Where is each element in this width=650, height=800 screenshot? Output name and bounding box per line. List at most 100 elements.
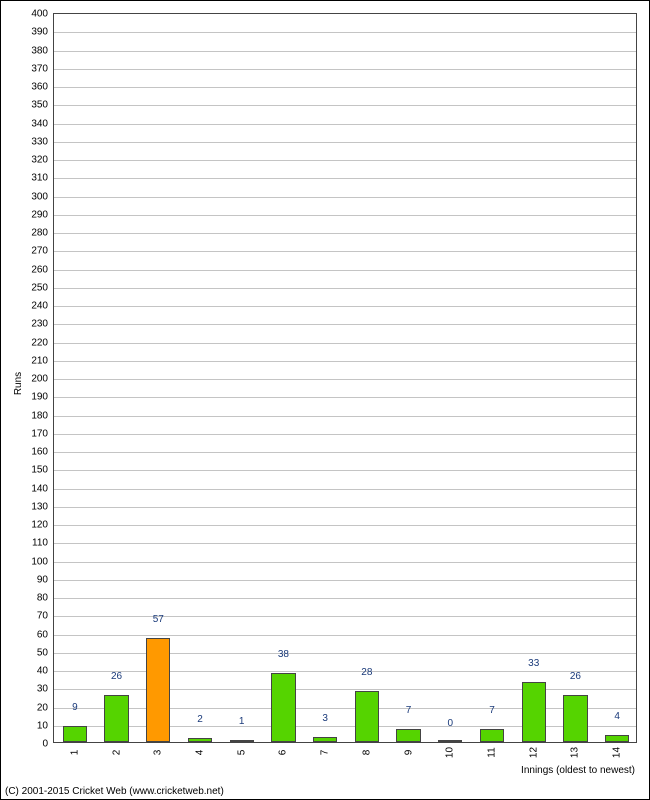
y-tick-label: 290 (31, 209, 48, 220)
x-tick-label: 6 (278, 750, 289, 756)
bar (605, 735, 629, 742)
grid-line (54, 32, 636, 33)
y-tick-label: 170 (31, 428, 48, 439)
x-tick-label: 12 (528, 747, 539, 758)
bar-value-label: 9 (72, 702, 78, 713)
grid-line (54, 142, 636, 143)
bar-value-label: 38 (278, 649, 289, 660)
y-tick-label: 260 (31, 264, 48, 275)
y-tick-label: 240 (31, 301, 48, 312)
x-tick-label: 10 (445, 747, 456, 758)
x-axis-label: Innings (oldest to newest) (521, 765, 635, 776)
y-tick-label: 340 (31, 118, 48, 129)
y-tick-label: 400 (31, 9, 48, 20)
grid-line (54, 306, 636, 307)
grid-line (54, 124, 636, 125)
bar (355, 691, 379, 742)
plot-area: 0102030405060708090100110120130140150160… (53, 13, 637, 743)
bar-value-label: 2 (197, 714, 203, 725)
grid-line (54, 251, 636, 252)
grid-line (54, 470, 636, 471)
x-tick-label: 11 (487, 747, 498, 757)
bar-value-label: 33 (528, 658, 539, 669)
y-tick-label: 270 (31, 246, 48, 257)
grid-line (54, 160, 636, 161)
grid-line (54, 416, 636, 417)
x-tick-label: 1 (69, 750, 80, 756)
y-tick-label: 100 (31, 556, 48, 567)
y-tick-label: 230 (31, 319, 48, 330)
bar (313, 737, 337, 742)
x-tick-label: 13 (570, 747, 581, 758)
y-tick-label: 160 (31, 447, 48, 458)
grid-line (54, 270, 636, 271)
bar (438, 740, 462, 742)
bar (63, 726, 87, 742)
x-tick-label: 9 (403, 750, 414, 756)
x-tick-label: 7 (320, 750, 331, 756)
y-tick-label: 390 (31, 27, 48, 38)
grid-line (54, 525, 636, 526)
y-tick-label: 140 (31, 483, 48, 494)
bar-value-label: 1 (239, 716, 245, 727)
bar-value-label: 7 (489, 705, 495, 716)
bar (271, 673, 295, 742)
y-tick-label: 90 (37, 574, 48, 585)
bar-value-label: 0 (448, 718, 454, 729)
grid-line (54, 580, 636, 581)
x-tick-label: 4 (195, 750, 206, 756)
y-tick-label: 120 (31, 520, 48, 531)
y-tick-label: 210 (31, 355, 48, 366)
grid-line (54, 489, 636, 490)
grid-line (54, 653, 636, 654)
y-tick-label: 150 (31, 465, 48, 476)
y-tick-label: 30 (37, 684, 48, 695)
y-tick-label: 10 (37, 720, 48, 731)
bar (230, 740, 254, 742)
y-tick-label: 300 (31, 191, 48, 202)
grid-line (54, 51, 636, 52)
y-tick-label: 220 (31, 337, 48, 348)
bar-value-label: 4 (614, 711, 620, 722)
x-tick-label: 2 (111, 750, 122, 756)
y-tick-label: 380 (31, 45, 48, 56)
bar (480, 729, 504, 742)
y-tick-label: 320 (31, 155, 48, 166)
bar (146, 638, 170, 742)
y-tick-label: 310 (31, 173, 48, 184)
bar-value-label: 26 (570, 671, 581, 682)
x-tick-label: 5 (236, 750, 247, 756)
grid-line (54, 434, 636, 435)
chart-frame: 0102030405060708090100110120130140150160… (0, 0, 650, 800)
y-tick-label: 200 (31, 374, 48, 385)
x-tick-label: 14 (612, 747, 623, 758)
y-tick-label: 70 (37, 611, 48, 622)
grid-line (54, 233, 636, 234)
y-tick-label: 360 (31, 82, 48, 93)
grid-line (54, 197, 636, 198)
x-tick-label: 8 (361, 750, 372, 756)
y-tick-label: 280 (31, 228, 48, 239)
grid-line (54, 87, 636, 88)
bar-value-label: 7 (406, 705, 412, 716)
grid-line (54, 689, 636, 690)
y-tick-label: 370 (31, 63, 48, 74)
grid-line (54, 69, 636, 70)
y-tick-label: 0 (42, 739, 48, 750)
grid-line (54, 288, 636, 289)
y-axis-label: Runs (13, 372, 24, 395)
bar (396, 729, 420, 742)
grid-line (54, 671, 636, 672)
grid-line (54, 178, 636, 179)
grid-line (54, 324, 636, 325)
y-tick-label: 80 (37, 593, 48, 604)
grid-line (54, 598, 636, 599)
grid-line (54, 708, 636, 709)
grid-line (54, 397, 636, 398)
y-tick-label: 350 (31, 100, 48, 111)
grid-line (54, 543, 636, 544)
grid-line (54, 215, 636, 216)
grid-line (54, 379, 636, 380)
copyright-text: (C) 2001-2015 Cricket Web (www.cricketwe… (5, 786, 224, 797)
y-tick-label: 60 (37, 629, 48, 640)
